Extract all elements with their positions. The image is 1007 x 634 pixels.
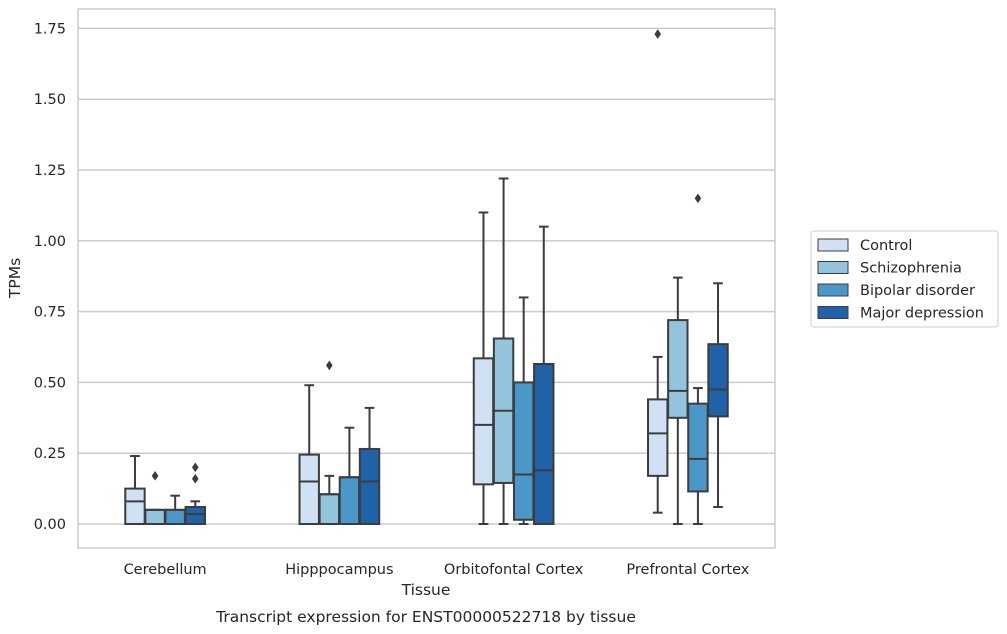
plot-area [124,29,729,526]
box [667,319,689,419]
box [512,381,535,521]
x-tick-label: Hipppocampus [285,562,393,578]
y-tick-label: 0.50 [34,375,66,391]
legend-swatch [817,238,849,252]
legend-label: Bipolar disorder [860,283,975,299]
box-group [164,494,186,525]
box-group [667,276,689,525]
box-group [298,384,320,525]
legend-label: Schizophrenia [860,261,962,277]
box [164,508,186,525]
y-tick-label: 1.00 [34,234,66,250]
outlier-point [654,29,662,39]
legend: Control Schizophrenia Bipolar disorder Majo… [810,230,999,328]
box-group [707,282,729,509]
box [687,402,709,493]
box-group [338,426,361,526]
box-group [512,296,535,525]
plot-frame [77,8,776,549]
y-tick-label: 0.25 [34,446,66,462]
box [124,487,146,526]
box-group [492,177,515,525]
chart-caption: Transcript expression for ENST0000052271… [215,608,636,626]
box-group [647,29,669,514]
outlier-point [151,471,159,481]
outlier-point [191,473,199,484]
box [533,362,555,525]
y-tick-label: 1.50 [34,92,66,108]
legend-label: Major depression [860,306,984,322]
y-axis-ticks: 0.00 0.25 0.50 0.75 1.00 1.25 1.50 1.75 [34,21,66,533]
outlier-point [694,193,702,204]
box-group [184,462,206,525]
box-group [687,193,709,525]
y-tick-label: 1.75 [34,21,66,37]
legend-swatch [817,306,849,319]
box [144,508,166,525]
legend-label: Control [860,238,912,254]
box-group [533,225,555,525]
x-tick-label: Cerebellum [124,562,207,578]
box [298,453,320,525]
y-tick-label: 0.00 [34,517,66,533]
y-tick-label: 0.75 [34,305,66,321]
y-axis-label: TPMs [6,258,24,299]
box-group [318,360,341,526]
box [647,398,669,477]
x-axis-label: Tissue [401,581,451,599]
box [318,493,341,526]
box [338,476,361,526]
outlier-point [326,360,333,371]
box [184,506,206,525]
box-group [124,455,146,526]
box-group [144,471,166,525]
x-tick-label: Orbitofontal Cortex [444,562,584,578]
legend-frame [810,230,999,328]
box [707,343,729,418]
x-tick-label: Prefrontal Cortex [626,562,749,578]
box [358,447,381,525]
box-group [358,406,381,525]
box-group [472,211,495,525]
gridlines [78,27,775,525]
y-tick-label: 1.25 [34,163,66,179]
legend-swatch [817,261,849,274]
box [472,357,495,486]
x-axis-ticks: Cerebellum Hipppocampus Orbitofontal Corte… [124,562,750,578]
legend-swatch [817,283,849,297]
outlier-point [191,462,199,473]
